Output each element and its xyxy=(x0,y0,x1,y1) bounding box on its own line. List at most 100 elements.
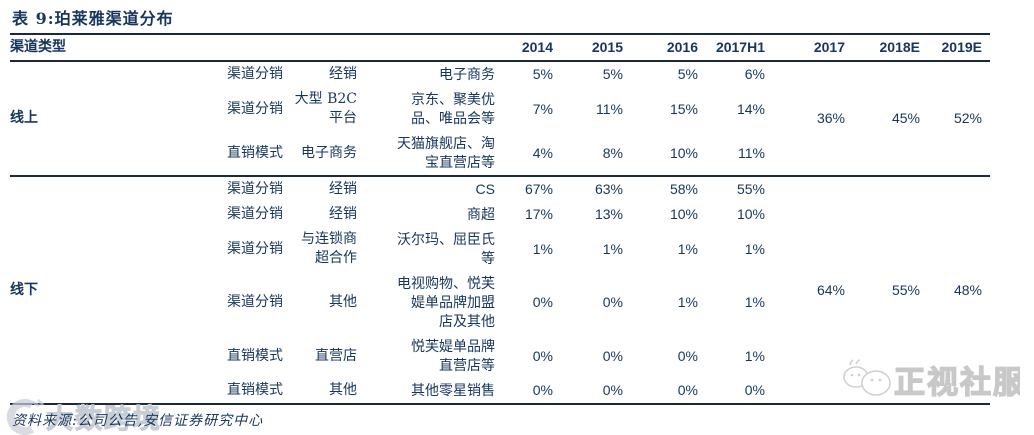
value-cell: 11% xyxy=(596,100,623,117)
value-cell: 11% xyxy=(738,144,765,161)
value-cell: 1% xyxy=(744,294,765,310)
watermark-right-text: 正视社服 xyxy=(894,365,1020,401)
channel-cell: 其他 xyxy=(329,382,357,398)
value-cell: 0% xyxy=(532,382,553,398)
merged-value-cell: 45% xyxy=(891,110,920,126)
table-row: 直销模式 直营店 悦芙媞单品牌 直营店等 0% 0% 0% 1% xyxy=(10,334,990,378)
table-row: 直销模式 电子商务 天猫旗舰店、淘 宝直营店等 4% 8% 10% 11% xyxy=(10,131,990,176)
watermark-left-text: 大数跨境 xyxy=(46,404,162,435)
desc-cell: 商超 xyxy=(467,206,495,222)
group-label: 线下 xyxy=(10,281,38,298)
value-cell: 0% xyxy=(677,382,698,398)
desc-cell: 其他零星销售 xyxy=(411,382,495,398)
desc-cell: 悦芙媞单品牌 直营店等 xyxy=(411,338,495,373)
desc-cell: CS xyxy=(475,181,495,197)
watermark-bottom-left: 大数跨境 xyxy=(2,397,162,435)
value-cell: 5% xyxy=(602,66,623,82)
value-cell: 6% xyxy=(744,66,765,82)
desc-cell: 沃尔玛、屈臣氏 等 xyxy=(397,231,495,266)
table-row: 线下 渠道分销 经销 CS 67% 63% 58% 55% 64% 55% 48% xyxy=(10,176,990,298)
desc-cell: 电子商务 xyxy=(439,66,495,82)
table-row: 线上 渠道分销 经销 电子商务 5% 5% 5% 6% 36% 45% 52% xyxy=(10,61,990,126)
watermark-bottom-right: 正视社服 xyxy=(842,355,1025,407)
value-cell: 0% xyxy=(602,294,623,310)
value-cell: 17% xyxy=(524,206,553,222)
value-cell: 1% xyxy=(677,240,698,257)
value-cell: 15% xyxy=(669,100,698,117)
merged-value-cell: 52% xyxy=(953,110,982,126)
table-row: 直销模式 其他 其他零星销售 0% 0% 0% 0% xyxy=(10,378,990,404)
column-header-year: 2017 xyxy=(765,35,845,62)
value-cell: 4% xyxy=(532,144,553,161)
value-cell: 0% xyxy=(602,347,623,364)
value-cell: 1% xyxy=(744,347,765,364)
value-cell: 58% xyxy=(669,181,698,197)
value-cell: 63% xyxy=(594,181,623,197)
value-cell: 13% xyxy=(594,206,623,222)
table-row: 渠道分销 大型 B2C 平台 京东、聚美优 品、唯品会等 7% 11% 15% 14% xyxy=(10,87,990,131)
column-header-year: 2016 xyxy=(623,35,698,62)
value-cell: 1% xyxy=(744,240,765,257)
source-note: 资料来源:公司公告,安信证券研究中心 xyxy=(12,413,264,429)
table-title: 表 9:珀莱雅渠道分布 xyxy=(10,0,990,35)
table-row: 渠道分销 与连锁商 超合作 沃尔玛、屈臣氏 等 1% 1% 1% 1% xyxy=(10,227,990,271)
value-cell: 5% xyxy=(677,66,698,82)
group-label: 线上 xyxy=(10,110,38,126)
column-header-year: 2014 xyxy=(495,35,553,62)
channel-distribution-table: 渠道类型 2014 2015 2016 2017H1 2017 2018E 2019E 线上… xyxy=(10,35,990,405)
value-cell: 14% xyxy=(736,100,765,117)
channel-group: 线下 渠道分销 经销 CS 67% 63% 58% 55% 64% 55% 48% 渠道分销 经销 商超 1… xyxy=(10,176,990,404)
merged-value-cell: 55% xyxy=(891,281,920,298)
value-cell: 0% xyxy=(744,382,765,398)
channel-cell: 经销 xyxy=(329,66,357,82)
zhengshishefu-logo: 正视社服 xyxy=(843,359,1025,402)
channel-cell: 经销 xyxy=(329,181,357,197)
mode-cell: 渠道分销 xyxy=(227,240,283,257)
value-cell: 1% xyxy=(677,294,698,310)
value-cell: 8% xyxy=(602,144,623,161)
dashukuajing-logo-icon xyxy=(6,398,45,435)
table-row: 渠道分销 其他 电视购物、悦芙 媞单品牌加盟 店及其他 0% 0% 1% 1% xyxy=(10,271,990,334)
mode-cell: 渠道分销 xyxy=(227,66,283,82)
channel-cell: 直营店 xyxy=(315,347,357,364)
value-cell: 7% xyxy=(532,100,553,117)
channel-cell: 大型 B2C 平台 xyxy=(294,91,357,126)
mode-cell: 直销模式 xyxy=(227,144,283,161)
channel-cell: 电子商务 xyxy=(301,144,357,161)
mode-cell: 渠道分销 xyxy=(227,100,283,117)
mode-cell: 渠道分销 xyxy=(227,206,283,222)
table-row: 渠道分销 经销 商超 17% 13% 10% 10% xyxy=(10,202,990,227)
merged-value-cell: 48% xyxy=(953,281,982,298)
value-cell: 0% xyxy=(677,347,698,364)
value-cell: 5% xyxy=(532,66,553,82)
mode-cell: 渠道分销 xyxy=(227,181,283,197)
value-cell: 10% xyxy=(736,206,765,222)
value-cell: 1% xyxy=(532,240,553,257)
value-cell: 10% xyxy=(669,206,698,222)
column-header-year: 2017H1 xyxy=(698,35,765,62)
channel-cell: 与连锁商 超合作 xyxy=(301,231,357,266)
desc-cell: 天猫旗舰店、淘 宝直营店等 xyxy=(397,135,495,170)
desc-cell: 京东、聚美优 品、唯品会等 xyxy=(411,91,495,126)
column-header-channel-type: 渠道类型 xyxy=(10,35,495,62)
value-cell: 55% xyxy=(736,181,765,197)
desc-cell: 电视购物、悦芙 媞单品牌加盟 店及其他 xyxy=(397,275,495,329)
mode-cell: 直销模式 xyxy=(227,382,283,398)
channel-cell: 经销 xyxy=(329,206,357,222)
value-cell: 0% xyxy=(532,347,553,364)
mode-cell: 直销模式 xyxy=(227,347,283,364)
column-header-year: 2015 xyxy=(553,35,623,62)
merged-value-cell: 64% xyxy=(816,281,845,298)
value-cell: 0% xyxy=(602,382,623,398)
column-header-year: 2018E xyxy=(845,35,920,62)
column-header-year: 2019E xyxy=(920,35,990,62)
merged-value-cell: 36% xyxy=(816,110,845,126)
mode-cell: 渠道分销 xyxy=(227,294,283,310)
value-cell: 67% xyxy=(524,181,553,197)
table-header: 渠道类型 2014 2015 2016 2017H1 2017 2018E 2019E xyxy=(10,35,990,62)
channel-group: 线上 渠道分销 经销 电子商务 5% 5% 5% 6% 36% 45% 52% 渠道分销 大型 B2C … xyxy=(10,61,990,176)
value-cell: 0% xyxy=(532,294,553,310)
value-cell: 1% xyxy=(602,240,623,257)
channel-cell: 其他 xyxy=(329,294,357,310)
